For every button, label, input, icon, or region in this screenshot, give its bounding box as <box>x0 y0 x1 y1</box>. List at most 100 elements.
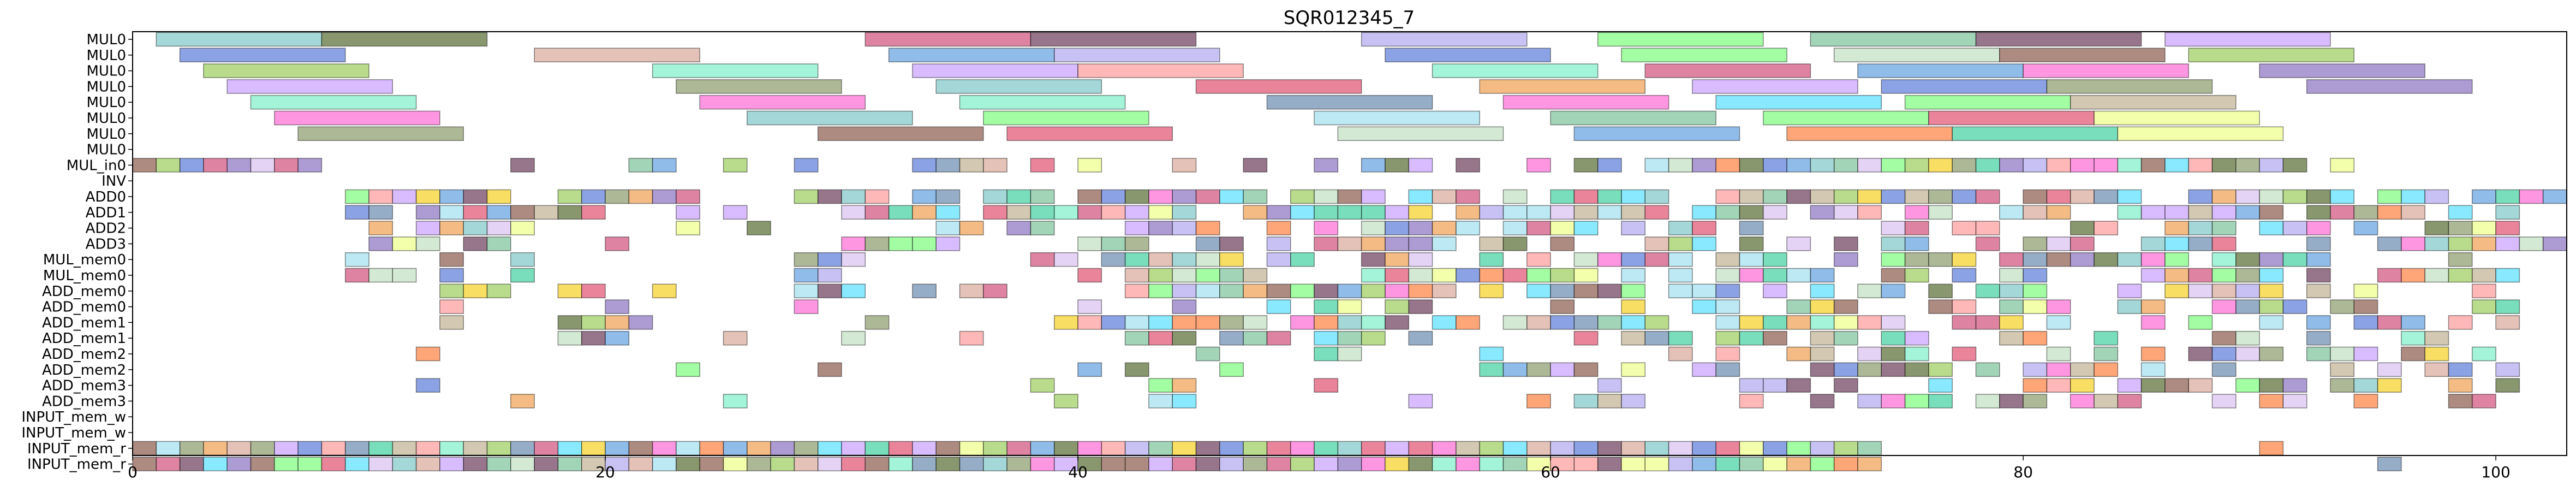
unit-task-bar <box>2211 346 2237 362</box>
unit-task-bar <box>1975 221 2000 235</box>
task-bar <box>1881 79 2048 94</box>
unit-task-bar <box>321 457 346 471</box>
task-bar <box>1314 110 1480 126</box>
unit-task-bar <box>794 283 819 299</box>
unit-task-bar <box>747 457 771 471</box>
unit-task-bar <box>226 457 252 471</box>
unit-task-bar <box>817 252 842 267</box>
unit-task-bar <box>723 158 748 173</box>
unit-task-bar <box>817 362 842 377</box>
unit-task-bar <box>2046 299 2071 314</box>
unit-task-bar <box>1195 441 1220 456</box>
unit-task-bar <box>1526 268 1551 283</box>
unit-task-bar <box>1219 457 1244 471</box>
unit-task-bar <box>1243 205 1268 220</box>
unit-task-bar <box>2046 362 2071 377</box>
unit-task-bar <box>723 394 748 409</box>
unit-task-bar <box>864 189 890 204</box>
unit-task-bar <box>2353 299 2378 314</box>
unit-task-bar <box>1952 315 1977 330</box>
unit-task-bar <box>1124 268 1149 283</box>
unit-task-bar <box>1385 158 1410 173</box>
row-label: ADD_mem2 <box>42 362 126 378</box>
unit-task-bar <box>1833 205 1858 220</box>
unit-task-bar <box>1904 362 1929 377</box>
task-bar <box>1999 48 2166 63</box>
task-bar <box>1763 110 1929 126</box>
unit-task-bar <box>2094 158 2119 173</box>
unit-task-bar <box>368 189 393 204</box>
unit-task-bar <box>1314 441 1339 456</box>
unit-task-bar <box>1266 252 1291 267</box>
unit-task-bar <box>1928 299 1953 314</box>
unit-task-bar <box>959 441 984 456</box>
unit-task-bar <box>1243 441 1268 456</box>
unit-task-bar <box>463 457 488 471</box>
unit-task-bar <box>1881 252 1906 267</box>
unit-task-bar <box>2377 362 2402 377</box>
unit-task-bar <box>747 441 771 456</box>
unit-task-bar <box>1077 236 1102 251</box>
task-bar <box>1266 94 1433 110</box>
unit-task-bar <box>1502 441 1528 456</box>
unit-task-bar <box>1881 221 1906 235</box>
unit-task-bar <box>1621 283 1646 299</box>
unit-task-bar <box>1124 457 1149 471</box>
unit-task-bar <box>1644 205 1669 220</box>
plot-frame <box>132 31 2567 456</box>
unit-task-bar <box>1833 441 1858 456</box>
unit-task-bar <box>2023 205 2048 220</box>
task-bar <box>676 79 842 94</box>
unit-task-bar <box>2282 221 2307 235</box>
unit-task-bar <box>1597 158 1622 173</box>
task-bar <box>652 63 819 78</box>
unit-task-bar <box>1644 457 1669 471</box>
unit-task-bar <box>486 441 511 456</box>
unit-task-bar <box>1715 362 1740 377</box>
unit-task-bar <box>605 315 630 330</box>
unit-task-bar <box>1077 457 1102 471</box>
unit-task-bar <box>1786 158 1811 173</box>
unit-task-bar <box>1030 378 1055 393</box>
unit-task-bar <box>2282 394 2307 409</box>
unit-task-bar <box>2495 378 2520 393</box>
unit-task-bar <box>1124 441 1149 456</box>
row-label: MUL0 <box>87 126 127 143</box>
unit-task-bar <box>1810 346 1835 362</box>
unit-task-bar <box>2259 394 2284 409</box>
task-bar <box>226 79 393 94</box>
unit-task-bar <box>1550 189 1575 204</box>
unit-task-bar <box>1219 268 1244 283</box>
unit-task-bar <box>2235 268 2260 283</box>
unit-task-bar <box>2023 330 2048 346</box>
unit-task-bar <box>1999 330 2024 346</box>
unit-task-bar <box>1385 283 1410 299</box>
unit-task-bar <box>2211 362 2237 377</box>
unit-task-bar <box>415 378 440 393</box>
unit-task-bar <box>274 441 299 456</box>
unit-task-bar <box>2188 283 2213 299</box>
unit-task-bar <box>534 441 559 456</box>
unit-task-bar <box>463 283 488 299</box>
unit-task-bar <box>1668 268 1693 283</box>
unit-task-bar <box>2211 158 2237 173</box>
unit-task-bar <box>1550 299 1575 314</box>
unit-task-bar <box>1172 457 1197 471</box>
unit-task-bar <box>1810 283 1835 299</box>
unit-task-bar <box>2117 378 2142 393</box>
unit-task-bar <box>2424 362 2449 377</box>
unit-task-bar <box>2235 378 2260 393</box>
unit-task-bar <box>1715 252 1740 267</box>
x-axis-ticks: 0 20 40 60 80 100 <box>128 455 2511 481</box>
unit-task-bar <box>841 457 866 471</box>
unit-task-bar <box>1857 346 1882 362</box>
unit-task-bar <box>2401 236 2425 251</box>
unit-task-bar <box>1195 315 1220 330</box>
unit-task-bar <box>2495 236 2520 251</box>
unit-task-bar <box>2401 189 2425 204</box>
unit-task-bar <box>156 457 181 471</box>
unit-task-bar <box>1408 221 1433 235</box>
unit-task-bar <box>2070 158 2095 173</box>
unit-task-bar <box>2046 189 2071 204</box>
unit-task-bar <box>2424 330 2449 346</box>
